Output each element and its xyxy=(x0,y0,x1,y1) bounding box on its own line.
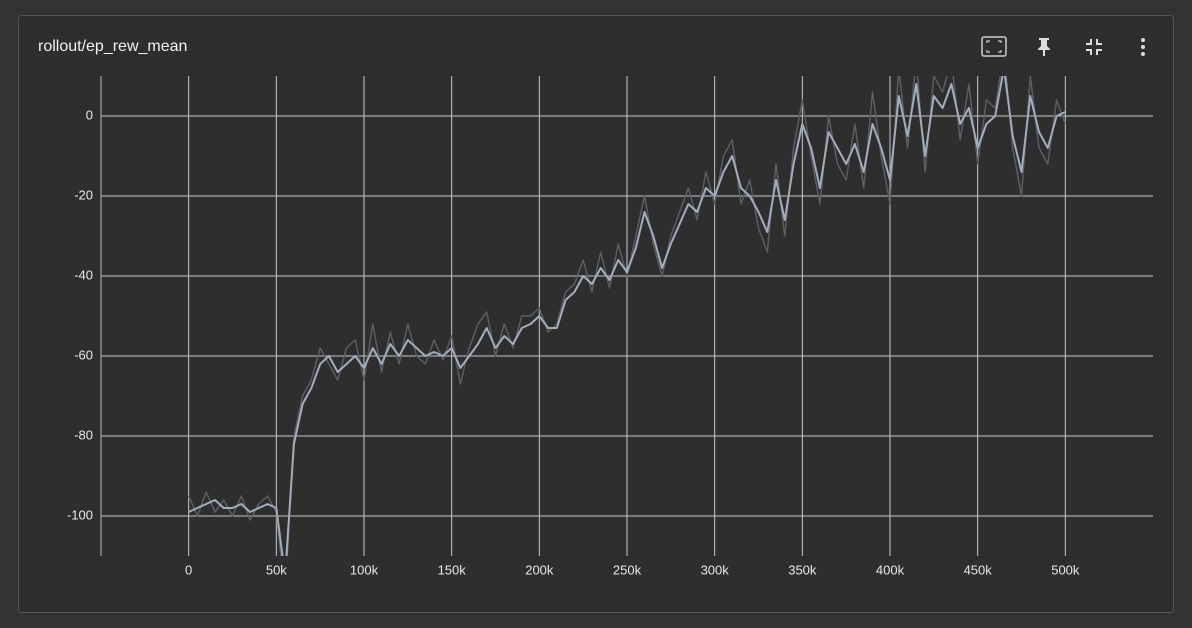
x-tick-label: 350k xyxy=(788,562,817,577)
x-tick-label: 500k xyxy=(1051,562,1080,577)
series-line xyxy=(188,76,1066,556)
chart-title: rollout/ep_rew_mean xyxy=(38,38,187,55)
pin-button[interactable] xyxy=(1038,38,1050,56)
y-tick-label: 0 xyxy=(86,107,93,122)
x-tick-label: 150k xyxy=(438,562,467,577)
y-tick-label: -20 xyxy=(74,187,93,202)
menu-button[interactable] xyxy=(1141,38,1145,56)
x-tick-label: 250k xyxy=(613,562,642,577)
x-tick-label: 400k xyxy=(876,562,905,577)
y-tick-label: -60 xyxy=(74,347,93,362)
x-tick-label: 100k xyxy=(350,562,379,577)
collapse-button[interactable] xyxy=(1086,39,1102,55)
x-tick-label: 300k xyxy=(701,562,730,577)
x-tick-label: 0 xyxy=(185,562,192,577)
x-tick-label: 200k xyxy=(525,562,554,577)
x-tick-label: 450k xyxy=(964,562,993,577)
x-tick-label: 50k xyxy=(266,562,287,577)
series-line xyxy=(188,76,1067,556)
y-tick-label: -40 xyxy=(74,267,93,282)
fit-button[interactable] xyxy=(981,36,1007,57)
y-tick-label: -80 xyxy=(74,427,93,442)
plot-area: -100 -80 -60 -40 -20 0 0 50k 100k 150k 200k 250k 300… xyxy=(67,76,1153,577)
card xyxy=(18,15,1174,613)
y-tick-label: -100 xyxy=(67,507,93,522)
